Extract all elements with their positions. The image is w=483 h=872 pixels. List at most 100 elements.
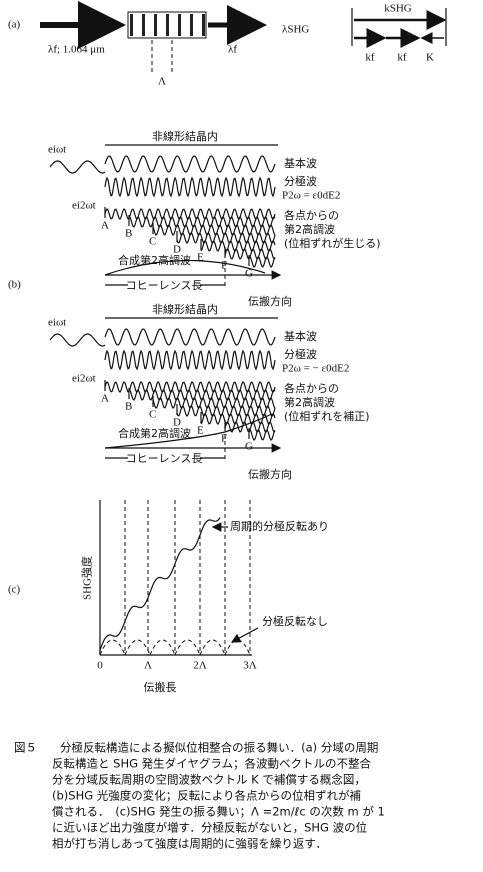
sh-wave (104, 208, 276, 220)
qpm-curve (99, 517, 221, 655)
sh-wave (248, 256, 276, 268)
sh-wave (152, 224, 276, 236)
point-label: B (125, 228, 132, 240)
point-label: E (197, 252, 204, 264)
domains (130, 14, 205, 36)
combined-label: 合成第2高調波 (118, 426, 191, 440)
combined-sh (104, 413, 273, 449)
sh-label: (位相ずれが生じる) (284, 236, 381, 250)
k-K: K (426, 52, 434, 64)
caption-line: 分を分域反転周期の空間波数ベクトル K で補償する概念図， (52, 773, 366, 787)
polarization-label: 分極波 (284, 347, 317, 361)
domain (136, 14, 139, 36)
polarization-label: 分極波 (284, 174, 317, 188)
k-shg: kSHG (384, 3, 412, 15)
domain (154, 14, 157, 36)
e-2omega: ei2ωt (72, 200, 96, 212)
panel-label: (a) (8, 19, 21, 31)
direction-label: 伝搬方向 (248, 294, 292, 308)
x-tick-label: 3Λ (243, 660, 257, 672)
coherence-label: コヒーレンス長 (126, 452, 203, 465)
caption-line: 相が打ち消しあって強度は周期的に強弱を繰り返す． (52, 837, 327, 851)
label-bg (128, 279, 200, 292)
crystal-title: 非線形結晶内 (152, 129, 218, 143)
input-wave (49, 333, 106, 347)
point-label: G (245, 268, 253, 280)
sh-label: 各点からの (284, 208, 339, 222)
point-label: B (125, 401, 132, 413)
domain (142, 14, 145, 36)
point-label: A (101, 220, 109, 232)
output-shg: λSHG (282, 24, 309, 36)
polarization-wave (104, 349, 276, 371)
sh-wave (152, 397, 276, 409)
x-tick-label: 0 (97, 660, 103, 672)
caption-line: (b)SHG 光強度の変化；反転により各点からの位相ずれが補 (52, 789, 362, 803)
k-f: kf (365, 52, 375, 64)
input-label: λf; 1.064 μm (48, 44, 105, 56)
formula: P2ω = − ε0dE2 (282, 363, 349, 375)
panel-label: (c) (8, 584, 21, 596)
fundamental-label: 基本波 (284, 156, 317, 170)
point-label: D (173, 417, 181, 429)
input-wave (49, 160, 106, 174)
crystal-title: 非線形結晶内 (152, 302, 218, 316)
sh-label: (位相ずれを補正) (284, 409, 370, 423)
annotation: 周期的分極反転あり (230, 519, 329, 533)
period-label: Λ (158, 76, 166, 88)
domain (148, 14, 151, 36)
sh-wave (104, 381, 276, 393)
caption-line: 反転構造と SHG 発生ダイヤグラム；各波動ベクトルの不整合 (52, 757, 371, 771)
x-tick-label: Λ (144, 660, 152, 672)
domain (184, 14, 187, 36)
direction-label: 伝搬方向 (248, 467, 292, 481)
coherence-label: コヒーレンス長 (126, 279, 203, 292)
sh-label: 第2高調波 (284, 395, 335, 409)
panel-a: (a) λSHG λf; 1.064 μm λf Λ kSHG kf kf K (8, 1, 447, 88)
k-f: kf (397, 52, 407, 64)
annotation: 分極反転なし (262, 614, 328, 628)
domain (196, 14, 199, 36)
panel-label: (b) (8, 279, 21, 291)
sh-wave (176, 405, 276, 417)
caption-line: に近いほど出力強度が増す．分極反転がないと，SHG 波の位 (52, 821, 367, 835)
label-bg (128, 452, 200, 465)
point-label: E (197, 425, 204, 437)
point-label: G (245, 441, 253, 453)
fundamental-wave (104, 328, 276, 346)
fundamental-wave (104, 155, 276, 173)
sh-wave (248, 429, 276, 441)
caption-line: 償される． (c)SHG 発生の振る舞い；Λ =2m/ℓc の次数 m が 1 (52, 805, 385, 819)
domain (130, 14, 133, 36)
combined-label: 合成第2高調波 (118, 253, 191, 267)
sh-label: 第2高調波 (284, 222, 335, 236)
panel-c: (c) SHG強度 周期的分極反転あり 分極反転なし 伝搬長 0 Λ 2Λ 3Λ (8, 500, 329, 694)
e-omega: eiωt (48, 144, 66, 156)
domain (172, 14, 175, 36)
sh-label: 各点からの (284, 381, 339, 395)
domain (178, 14, 181, 36)
figure-number: 図５ (14, 741, 37, 755)
sh-wave (200, 413, 276, 425)
point-label: C (149, 236, 156, 248)
pointer (230, 627, 259, 643)
output-f: λf (228, 44, 237, 56)
point-label: A (101, 393, 109, 405)
point-label: D (173, 244, 181, 256)
sh-wave (200, 240, 276, 252)
e-omega: eiωt (48, 317, 66, 329)
caption-line: 分極反転構造による擬似位相整合の振る舞い．(a) 分域の周期 (60, 741, 378, 755)
combined-sh (104, 259, 266, 276)
domain (202, 14, 205, 36)
domain (190, 14, 193, 36)
x-tick-label: 2Λ (193, 660, 207, 672)
x-axis-label: 伝搬長 (144, 680, 177, 694)
point-label: F (221, 433, 227, 445)
sh-wave (176, 232, 276, 244)
domain (160, 14, 163, 36)
fundamental-label: 基本波 (284, 329, 317, 343)
